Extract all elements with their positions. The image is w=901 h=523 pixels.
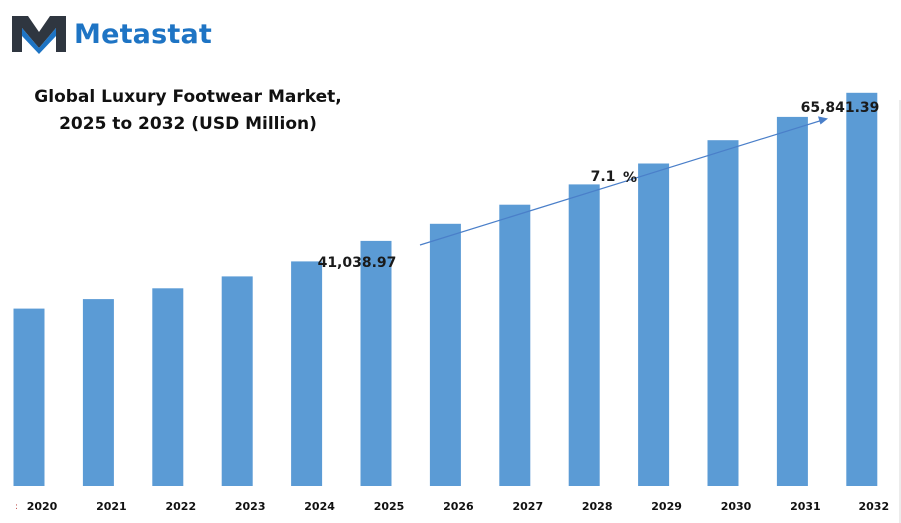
bar-2020 (13, 308, 45, 486)
x-tick-label-2024: 2024 (304, 500, 335, 513)
metastat-m-icon (12, 16, 66, 54)
bar-2032 (846, 92, 878, 487)
bar-2027 (499, 204, 531, 486)
metastat-logo: Metastat (10, 12, 212, 56)
bar-2023 (221, 276, 253, 486)
cagr-value-label: 7.1 (591, 169, 616, 185)
x-tick-label-2032: 2032 (858, 500, 889, 513)
bar-2028 (568, 184, 600, 486)
x-tick-label-2029: 2029 (651, 500, 682, 513)
chart-title: Global Luxury Footwear Market, 2025 to 2… (34, 87, 341, 134)
bar-2022 (152, 288, 184, 486)
cagr-unit-label: % (623, 170, 637, 186)
x-tick-label-2021: 2021 (96, 500, 127, 513)
x-tick-label-2020: 2020 (27, 500, 58, 513)
axis-origin-mark: : (15, 502, 18, 512)
brand-name: Metastat (74, 18, 213, 50)
x-tick-label-2023: 2023 (235, 500, 266, 513)
x-tick-label-2025: 2025 (374, 500, 405, 513)
x-tick-label-2027: 2027 (512, 500, 543, 513)
bar-2021 (82, 299, 114, 486)
x-tick-label-2022: 2022 (165, 500, 196, 513)
bar-2031 (776, 116, 808, 487)
x-tick-label-2026: 2026 (443, 500, 474, 513)
bars-group (13, 92, 878, 487)
chart-title-line-1: Global Luxury Footwear Market, (34, 87, 341, 107)
x-tick-label-2028: 2028 (582, 500, 613, 513)
x-axis-ticks: 2020 2021 2022 2023 2024 2025 2026 2027 2028 2029… (27, 500, 889, 513)
cagr-arrow-head (818, 116, 828, 125)
chart-title-line-2: 2025 to 2032 (USD Million) (59, 114, 317, 134)
cagr-arrow (419, 118, 827, 246)
bar-2024 (291, 261, 323, 486)
x-tick-label-2030: 2030 (721, 500, 752, 513)
x-tick-label-2031: 2031 (790, 500, 821, 513)
bar-2025 (360, 240, 392, 486)
bar-2029 (638, 163, 670, 486)
bar-2030 (707, 140, 739, 486)
bar-2026 (429, 223, 461, 487)
start-value-label: 41,038.97 (318, 255, 397, 271)
end-value-label: 65,841.39 (801, 100, 880, 116)
